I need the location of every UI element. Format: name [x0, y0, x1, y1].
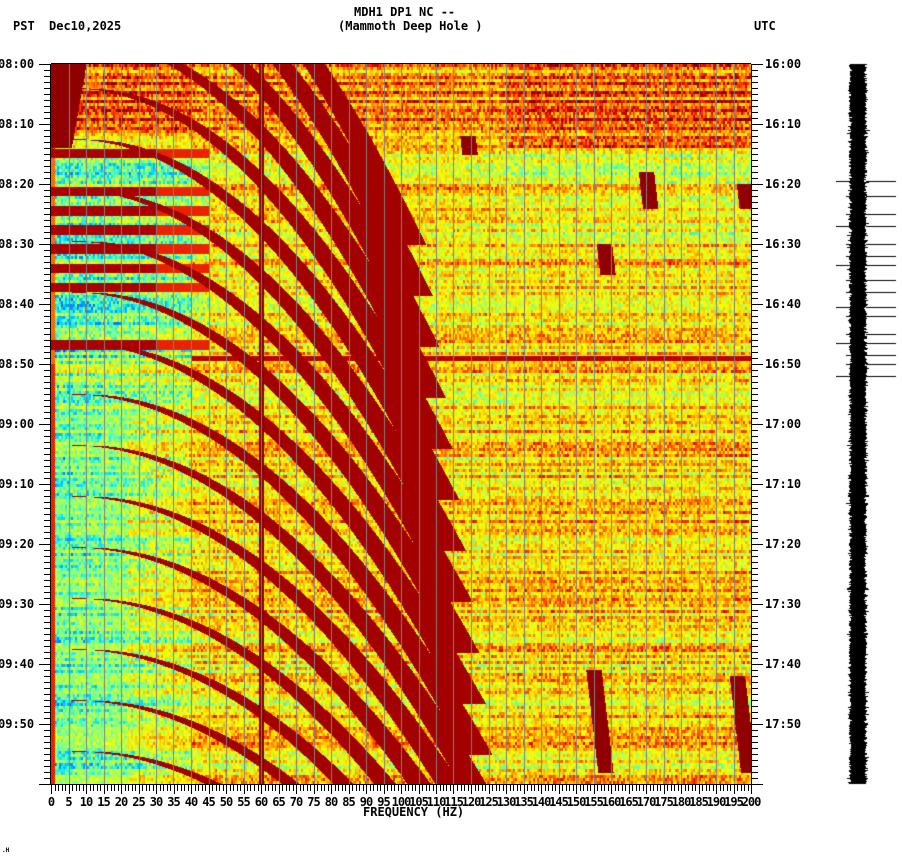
- frequency-tick-label: 130: [496, 795, 517, 809]
- time-tick-label-pst: 08:20: [0, 177, 35, 191]
- frequency-tick-label: 70: [289, 795, 303, 809]
- time-tick-label-pst: 09:20: [0, 537, 35, 551]
- time-tick-label-pst: 09:40: [0, 657, 35, 671]
- frequency-tick-label: 25: [132, 795, 145, 809]
- frequency-tick-label: 90: [359, 795, 373, 809]
- frequency-tick-label: 65: [272, 795, 285, 809]
- frequency-tick-label: 145: [549, 795, 569, 809]
- frequency-tick-label: 180: [671, 795, 692, 809]
- frequency-tick-label: 100: [391, 795, 412, 809]
- frequency-tick-label: 170: [636, 795, 657, 809]
- frequency-tick-label: 85: [342, 795, 355, 809]
- time-tick-label-utc: 17:40: [765, 657, 802, 671]
- time-tick-label-utc: 17:30: [765, 597, 802, 611]
- spectrogram-heatmap: [51, 64, 751, 784]
- frequency-tick-label: 175: [654, 795, 674, 809]
- corner-mark: .H: [2, 847, 10, 854]
- time-tick-label-pst: 08:00: [0, 57, 35, 71]
- time-tick-label-utc: 16:40: [765, 297, 802, 311]
- time-tick-label-pst: 08:30: [0, 237, 35, 251]
- frequency-tick-label: 115: [444, 795, 464, 809]
- frequency-tick-label: 10: [79, 795, 93, 809]
- frequency-tick-label: 165: [619, 795, 639, 809]
- time-tick-label-pst: 09:50: [0, 717, 35, 731]
- frequency-tick-label: 185: [689, 795, 709, 809]
- time-tick-label-pst: 09:10: [0, 477, 35, 491]
- frequency-tick-label: 55: [237, 795, 250, 809]
- time-tick-label-utc: 16:30: [765, 237, 802, 251]
- spectrogram-plot: [51, 64, 751, 784]
- time-tick-label-utc: 17:50: [765, 717, 802, 731]
- frequency-tick-label: 95: [377, 795, 390, 809]
- frequency-tick-label: 75: [307, 795, 320, 809]
- time-tick-label-utc: 16:10: [765, 117, 802, 131]
- frequency-tick-label: 0: [47, 795, 55, 809]
- time-tick-label-utc: 16:00: [765, 57, 802, 71]
- frequency-tick-label: 35: [167, 795, 180, 809]
- frequency-tick-label: 80: [324, 795, 338, 809]
- frequency-tick-label: 20: [114, 795, 128, 809]
- frequency-tick-label: 110: [426, 795, 447, 809]
- frequency-tick-label: 195: [724, 795, 744, 809]
- frequency-tick-label: 155: [584, 795, 604, 809]
- frequency-tick-label: 30: [149, 795, 163, 809]
- frequency-tick-label: 140: [531, 795, 552, 809]
- frequency-tick-label: 125: [479, 795, 499, 809]
- right-timezone-label: UTC: [754, 19, 776, 33]
- frequency-tick-label: 60: [254, 795, 268, 809]
- station-title: MDH1 DP1 NC --: [354, 5, 456, 19]
- frequency-tick-label: 135: [514, 795, 534, 809]
- frequency-tick-label: 190: [706, 795, 727, 809]
- time-tick-label-utc: 16:20: [765, 177, 802, 191]
- time-tick-label-pst: 09:00: [0, 417, 35, 431]
- frequency-tick-label: 15: [97, 795, 110, 809]
- x-axis-title: FREQUENCY (HZ): [363, 805, 465, 819]
- frequency-tick-label: 150: [566, 795, 587, 809]
- time-tick-label-utc: 17:20: [765, 537, 802, 551]
- frequency-tick-label: 120: [461, 795, 482, 809]
- left-timezone-label: PST: [13, 19, 35, 33]
- station-subtitle: (Mammoth Deep Hole ): [338, 19, 483, 33]
- time-tick-label-pst: 08:10: [0, 117, 35, 131]
- time-tick-label-utc: 16:50: [765, 357, 802, 371]
- time-tick-label-utc: 17:10: [765, 477, 802, 491]
- frequency-tick-label: 160: [601, 795, 622, 809]
- time-tick-label-pst: 09:30: [0, 597, 35, 611]
- time-tick-label-pst: 08:40: [0, 297, 35, 311]
- frequency-tick-label: 200: [741, 795, 762, 809]
- time-tick-label-utc: 17:00: [765, 417, 802, 431]
- frequency-tick-label: 50: [219, 795, 233, 809]
- frequency-tick-label: 105: [409, 795, 429, 809]
- seismogram-trace: [836, 60, 902, 788]
- time-tick-label-pst: 08:50: [0, 357, 35, 371]
- frequency-tick-label: 40: [184, 795, 198, 809]
- date-label: Dec10,2025: [49, 19, 122, 33]
- frequency-tick-label: 45: [202, 795, 215, 809]
- frequency-tick-label: 5: [65, 795, 72, 809]
